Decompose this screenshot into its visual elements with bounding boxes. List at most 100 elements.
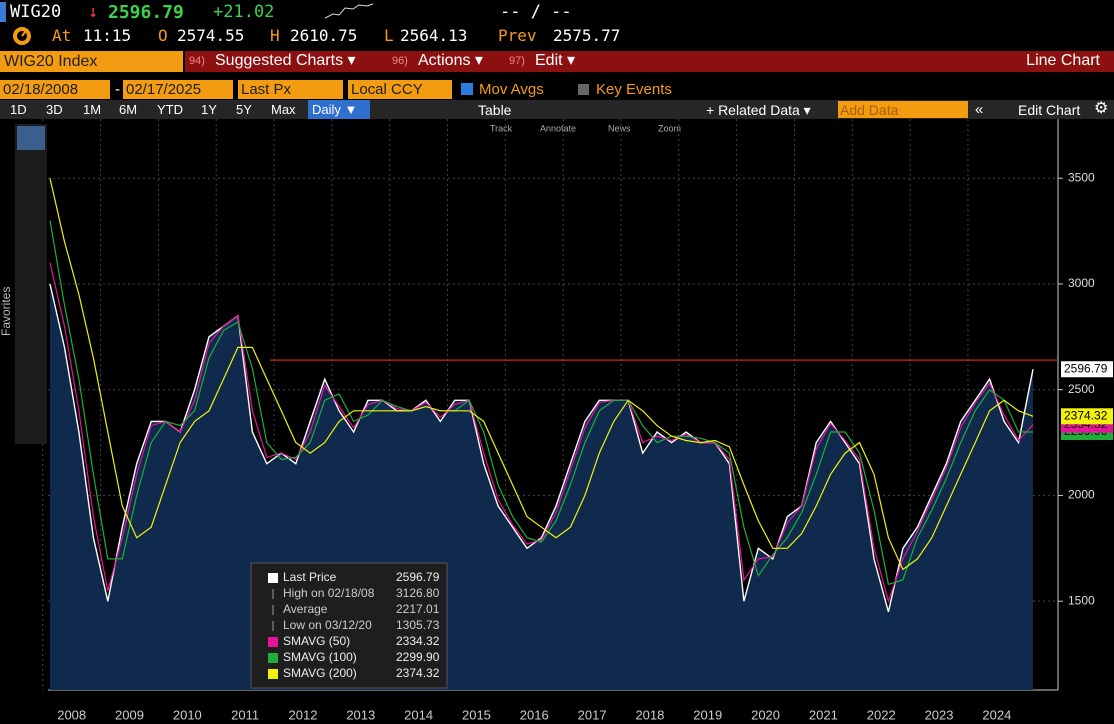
legend-stat-value: 3126.80 <box>396 586 440 600</box>
pointer-tool[interactable] <box>17 126 45 150</box>
legend-value: 2299.90 <box>396 650 440 664</box>
moving-average-line <box>49 178 1034 571</box>
y-tick-label: 3500 <box>1068 170 1095 184</box>
gauge-icon <box>13 27 31 45</box>
time: 11:15 <box>83 26 132 45</box>
high: 2610.75 <box>290 26 358 45</box>
x-tick-label: 2017 <box>578 707 607 722</box>
x-tick-label: 2013 <box>346 707 375 722</box>
key-events-checkbox[interactable] <box>578 84 589 95</box>
menu-number[interactable]: 96) <box>392 55 408 67</box>
sparkline <box>325 3 374 19</box>
x-tick-label: 2021 <box>809 707 838 722</box>
moving-average-line <box>49 262 1034 604</box>
y-tick-label: 2500 <box>1068 382 1095 396</box>
legend-stat-value: 2217.01 <box>396 602 440 616</box>
chart: Track Annotate News Zoom 2008 2009 2010 2011 201… <box>42 119 1113 722</box>
last-value-label: 2596.79 <box>1064 361 1108 375</box>
date-dash: - <box>115 81 120 98</box>
legend-box <box>250 562 448 689</box>
legend-value: 2596.79 <box>396 570 440 584</box>
y-tick-label: 2000 <box>1068 488 1095 502</box>
x-tick-label: 2020 <box>751 707 780 722</box>
add-data-box[interactable]: Add Data <box>838 101 968 118</box>
key-events[interactable]: Key Events <box>596 81 672 98</box>
moving-average-line <box>49 220 1033 586</box>
range-button[interactable]: YTD <box>157 102 183 117</box>
low-label: L <box>384 26 394 45</box>
last-price: 2596.79 <box>108 2 184 23</box>
menu-item[interactable]: Actions ▾ <box>418 52 483 69</box>
x-tick-label: 2024 <box>982 707 1011 722</box>
legend-value: 2334.32 <box>396 634 440 648</box>
draw-toolbar <box>15 124 47 444</box>
x-tick-label: 2019 <box>693 707 722 722</box>
y-tick-label: 1500 <box>1068 593 1095 607</box>
mov-avgs-checkbox[interactable] <box>461 83 473 95</box>
y-tick-label: 3000 <box>1068 276 1095 290</box>
currency-select[interactable]: Local CCY <box>348 80 452 99</box>
x-tick-label: 2022 <box>867 707 896 722</box>
menu-item[interactable]: Suggested Charts ▾ <box>215 52 356 69</box>
price-line <box>49 283 1034 612</box>
legend-swatch <box>268 573 278 583</box>
view-name: Line Chart <box>1026 52 1100 69</box>
time-label: At <box>52 26 72 45</box>
frequency: Daily ▼ <box>312 102 358 117</box>
chart-tool: News <box>608 123 631 133</box>
toolbar: Daily ▼ Table + Related Data ▾ Add Data … <box>0 100 1114 119</box>
field-select[interactable]: Last Px <box>238 80 343 99</box>
legend-entry: Last Price <box>283 570 337 584</box>
menu-number[interactable]: 94) <box>189 55 205 67</box>
edit-chart[interactable]: Edit Chart <box>1018 102 1081 118</box>
x-tick-label: 2011 <box>231 707 259 722</box>
last-value-label: 2374.32 <box>1064 408 1108 422</box>
menu-number[interactable]: 97) <box>509 55 525 67</box>
security-box[interactable]: WIG20 Index <box>0 51 183 72</box>
settings-icon[interactable]: ⚙ <box>1094 100 1109 117</box>
range-button[interactable]: 6M <box>119 102 138 117</box>
legend-value: 2374.32 <box>396 666 440 680</box>
legend-entry: SMAVG (200) <box>283 666 357 680</box>
legend-stat-value: 1305.73 <box>396 618 440 632</box>
bid-ask: -- / -- <box>500 2 572 22</box>
x-tick-label: 2009 <box>115 707 144 722</box>
range-button[interactable]: 5Y <box>236 102 252 117</box>
low: 2564.13 <box>400 26 468 45</box>
start-date[interactable]: 02/18/2008 <box>0 80 110 99</box>
range-button[interactable]: 1D <box>10 102 27 117</box>
high-label: H <box>270 26 280 45</box>
collapse-icon[interactable]: « <box>975 101 984 118</box>
prev: 2575.77 <box>553 26 621 45</box>
range-button[interactable]: Max <box>271 102 296 117</box>
legend-stat: Average <box>283 602 328 616</box>
x-tick-label: 2008 <box>57 707 86 722</box>
end-date[interactable]: 02/17/2025 <box>123 80 233 99</box>
range-button[interactable]: 1M <box>83 102 102 117</box>
chart-tool: Track <box>490 123 513 133</box>
chart-tool: Zoom <box>658 123 681 133</box>
menu-item[interactable]: Edit ▾ <box>535 52 576 69</box>
ticker: WIG20 <box>10 2 62 22</box>
legend-stat: Low on 03/12/20 <box>283 618 372 632</box>
x-tick-label: 2016 <box>520 707 549 722</box>
range-button[interactable]: 3D <box>46 102 63 117</box>
legend-stat: High on 02/18/08 <box>283 586 375 600</box>
mov-avgs[interactable]: Mov Avgs <box>479 81 544 98</box>
open: 2574.55 <box>177 26 245 45</box>
open-label: O <box>158 26 168 45</box>
frequency-box[interactable]: Daily ▼ <box>308 100 370 119</box>
related-data[interactable]: + Related Data ▾ <box>706 102 811 118</box>
net-change: +21.02 <box>213 2 275 22</box>
last-value-tag <box>1061 408 1113 425</box>
range-button[interactable]: 1Y <box>201 102 217 117</box>
x-tick-label: 2012 <box>289 707 318 722</box>
menu-bar: Line Chart 94) Suggested Charts ▾ 96) Actio… <box>185 51 1114 72</box>
legend-entry: SMAVG (100) <box>283 650 357 664</box>
add-data: Add Data <box>840 102 899 118</box>
table-button[interactable]: Table <box>478 102 512 118</box>
legend-swatch <box>268 653 278 663</box>
chart-tool: Annotate <box>540 123 576 133</box>
favorites[interactable]: Favorites <box>0 286 13 336</box>
